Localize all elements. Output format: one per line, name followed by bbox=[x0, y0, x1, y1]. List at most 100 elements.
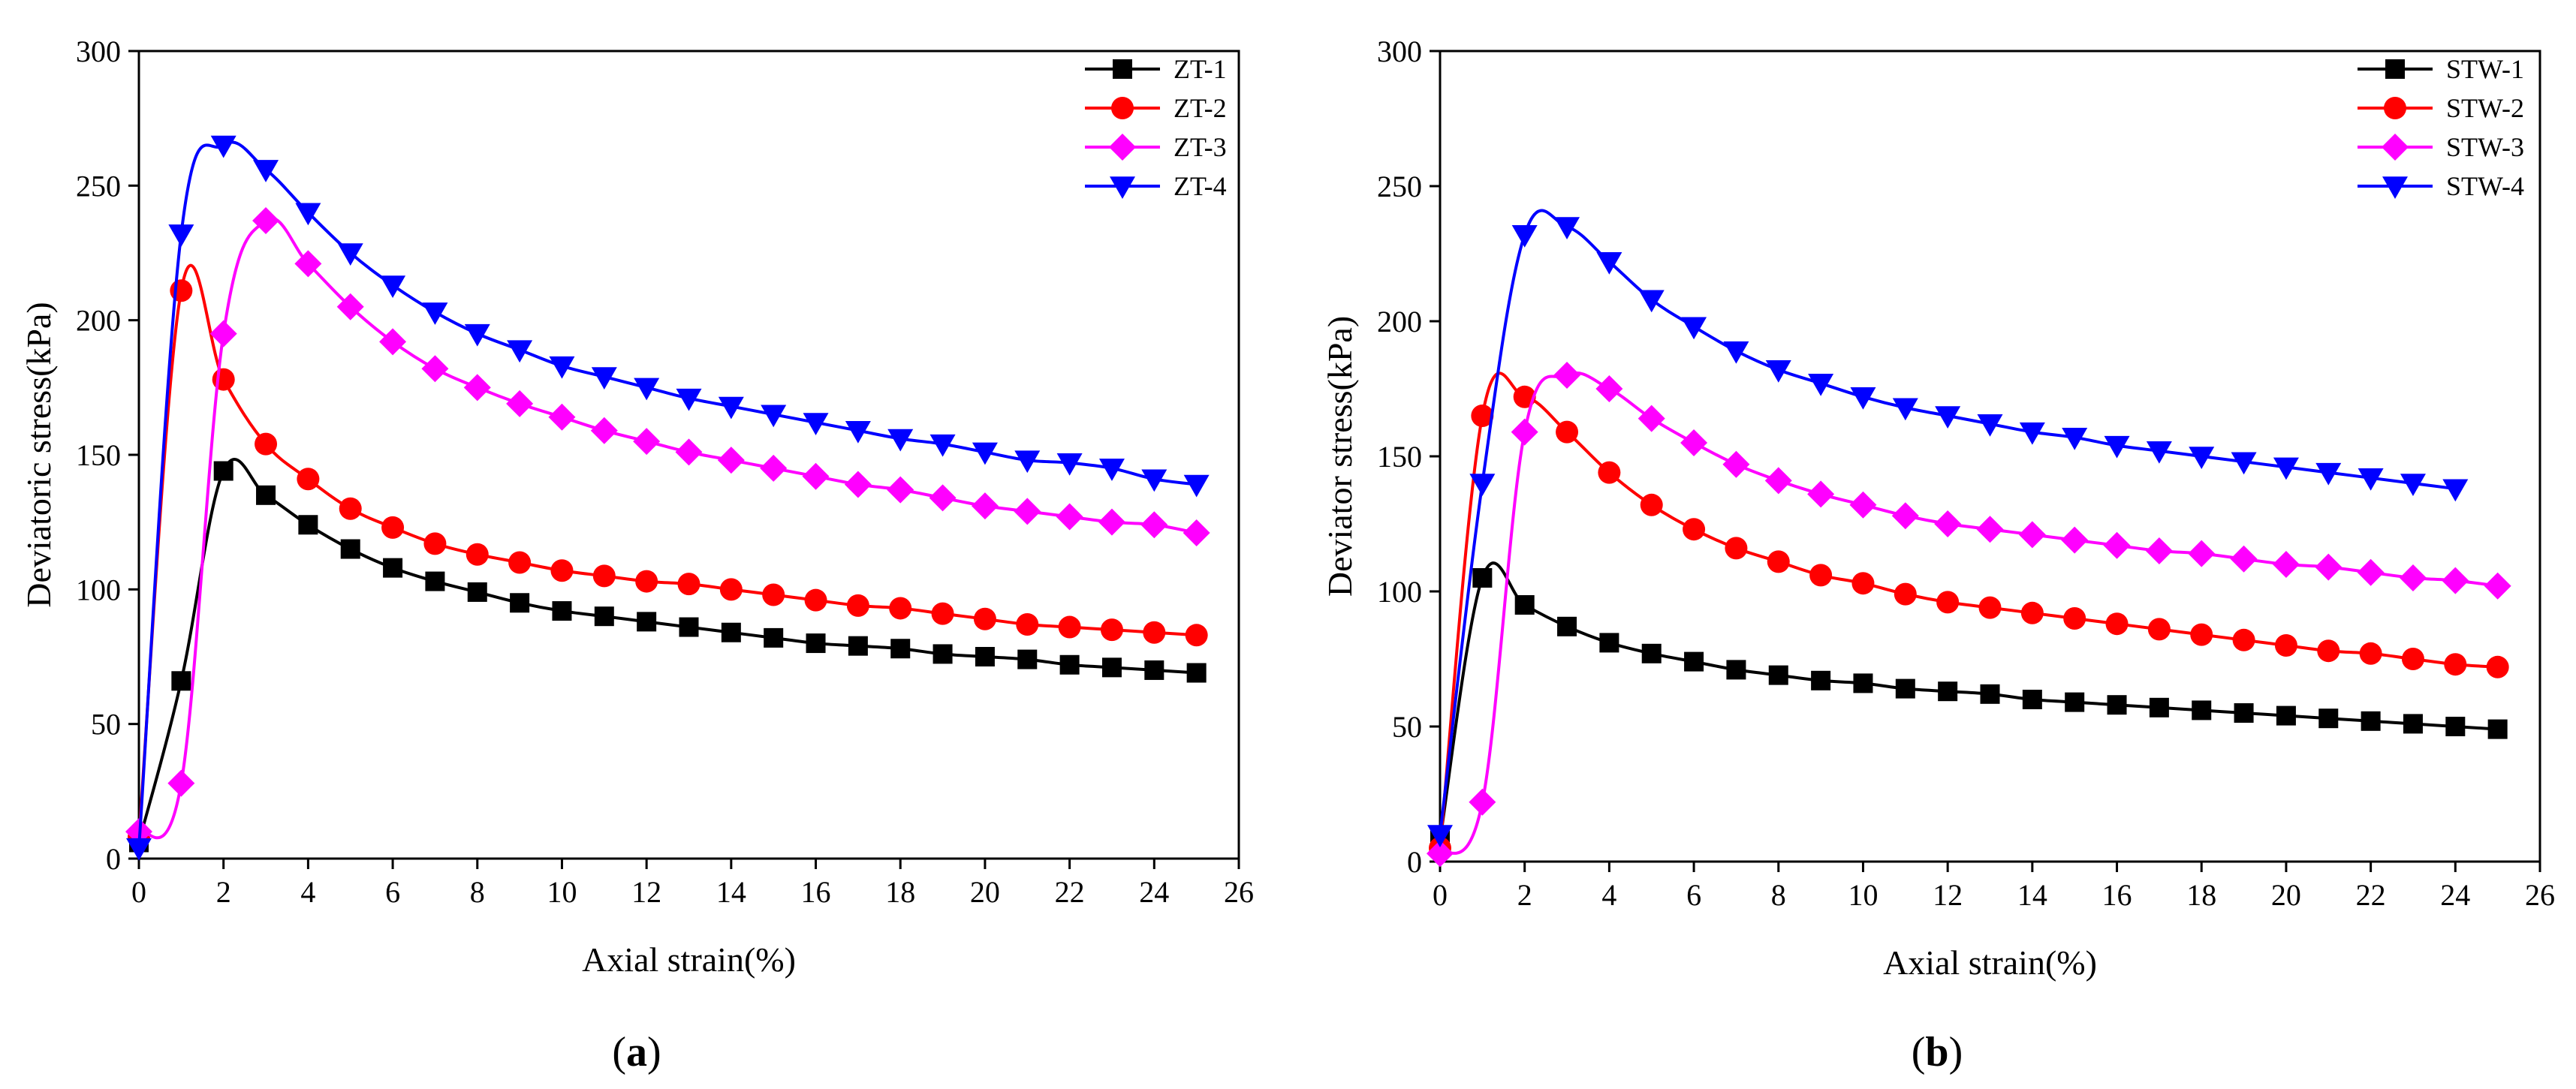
data-point bbox=[171, 671, 191, 691]
data-point bbox=[1680, 429, 1708, 456]
data-point bbox=[2361, 711, 2381, 731]
data-point bbox=[2315, 462, 2342, 486]
data-point bbox=[1807, 480, 1835, 508]
x-tick-label: 22 bbox=[2356, 878, 2386, 912]
data-point bbox=[2274, 634, 2297, 657]
data-point bbox=[764, 627, 784, 648]
data-point bbox=[972, 442, 998, 465]
data-point bbox=[887, 476, 914, 504]
data-point bbox=[2315, 553, 2343, 581]
y-tick-label: 300 bbox=[76, 35, 121, 68]
series-STW-1 bbox=[1430, 561, 2508, 850]
data-point bbox=[337, 243, 363, 266]
data-point bbox=[548, 403, 576, 431]
data-point bbox=[2105, 612, 2129, 636]
data-point bbox=[1185, 624, 1208, 647]
data-point bbox=[2230, 545, 2258, 573]
data-point bbox=[1596, 252, 1622, 275]
x-tick-label: 24 bbox=[2440, 878, 2470, 912]
x-tick-label: 20 bbox=[970, 875, 1000, 909]
data-point bbox=[1640, 493, 1663, 516]
data-point bbox=[1144, 660, 1164, 680]
x-tick-label: 16 bbox=[801, 875, 831, 909]
data-point bbox=[1101, 657, 1122, 678]
data-point bbox=[975, 647, 995, 666]
legend-marker bbox=[2385, 59, 2405, 79]
y-tick-label: 50 bbox=[1392, 710, 1422, 744]
data-point bbox=[2189, 447, 2215, 469]
data-point bbox=[1140, 511, 1168, 539]
data-point bbox=[1100, 618, 1123, 642]
legend-marker bbox=[1110, 176, 1135, 199]
data-point bbox=[2188, 540, 2216, 567]
data-point bbox=[2359, 642, 2382, 665]
data-point bbox=[806, 633, 826, 654]
legend: STW-1 STW-2 STW-3 STW-4 bbox=[2358, 54, 2524, 201]
data-point bbox=[637, 612, 657, 632]
data-point bbox=[844, 471, 872, 498]
data-point bbox=[1726, 660, 1746, 680]
series-ZT-3 bbox=[125, 206, 1210, 846]
data-point bbox=[1598, 461, 1621, 484]
x-tick-label: 4 bbox=[300, 875, 315, 909]
data-point bbox=[294, 250, 322, 278]
data-point bbox=[210, 135, 237, 158]
data-point bbox=[2358, 468, 2384, 491]
data-point bbox=[2276, 705, 2296, 726]
data-point bbox=[1098, 508, 1125, 536]
series-ZT-2 bbox=[128, 263, 1208, 849]
data-point bbox=[1637, 405, 1665, 432]
x-tick-label: 10 bbox=[1848, 878, 1878, 912]
data-point bbox=[467, 582, 487, 602]
y-axis-title: Deviator stress(kPa) bbox=[1321, 316, 1359, 597]
data-point bbox=[1681, 317, 1707, 340]
data-point bbox=[297, 468, 320, 491]
x-tick-label: 16 bbox=[2102, 878, 2132, 912]
data-point bbox=[379, 328, 407, 356]
data-point bbox=[1554, 217, 1580, 239]
data-point bbox=[971, 492, 999, 520]
x-tick-label: 2 bbox=[1517, 878, 1532, 912]
data-point bbox=[634, 378, 660, 401]
data-point bbox=[931, 602, 954, 625]
data-point bbox=[887, 429, 914, 452]
data-point bbox=[465, 543, 489, 566]
data-point bbox=[1511, 225, 1538, 248]
chart-panel-a: 0 2 4 6 8 10 12 14 16 18 20 22 24 2605010015020025030… bbox=[20, 35, 1254, 1075]
data-point bbox=[1471, 405, 1494, 427]
data-point bbox=[255, 432, 278, 456]
y-tick-label: 0 bbox=[106, 842, 121, 876]
x-tick-label: 12 bbox=[1933, 878, 1963, 912]
data-point bbox=[2444, 653, 2467, 676]
x-tick-label: 18 bbox=[2186, 878, 2216, 912]
data-point bbox=[2062, 428, 2088, 450]
data-point bbox=[1725, 537, 1748, 560]
data-point bbox=[2147, 618, 2171, 641]
data-point bbox=[1768, 665, 1788, 685]
data-point bbox=[846, 594, 869, 617]
y-tick-label: 200 bbox=[1377, 305, 1422, 338]
data-point bbox=[1557, 616, 1577, 636]
y-tick-label: 100 bbox=[76, 573, 121, 606]
x-tick-label: 26 bbox=[1224, 875, 1254, 909]
data-point bbox=[1098, 459, 1125, 481]
legend-label: STW-4 bbox=[2446, 171, 2524, 201]
data-point bbox=[422, 302, 448, 325]
data-point bbox=[848, 636, 868, 656]
data-point bbox=[1599, 633, 1619, 653]
data-point bbox=[676, 388, 702, 411]
legend-label: STW-1 bbox=[2446, 54, 2524, 84]
data-point bbox=[1472, 568, 1493, 588]
data-point bbox=[2399, 564, 2427, 591]
data-point bbox=[2487, 719, 2508, 739]
data-point bbox=[1850, 387, 1876, 410]
data-point bbox=[2104, 435, 2130, 459]
y-tick-label: 150 bbox=[76, 438, 121, 472]
data-point bbox=[1469, 474, 1496, 496]
series-STW-4 bbox=[1427, 209, 2469, 847]
legend-marker bbox=[2382, 134, 2409, 161]
data-point bbox=[168, 224, 194, 247]
data-point bbox=[1014, 450, 1041, 474]
series-ZT-4 bbox=[126, 135, 1210, 861]
